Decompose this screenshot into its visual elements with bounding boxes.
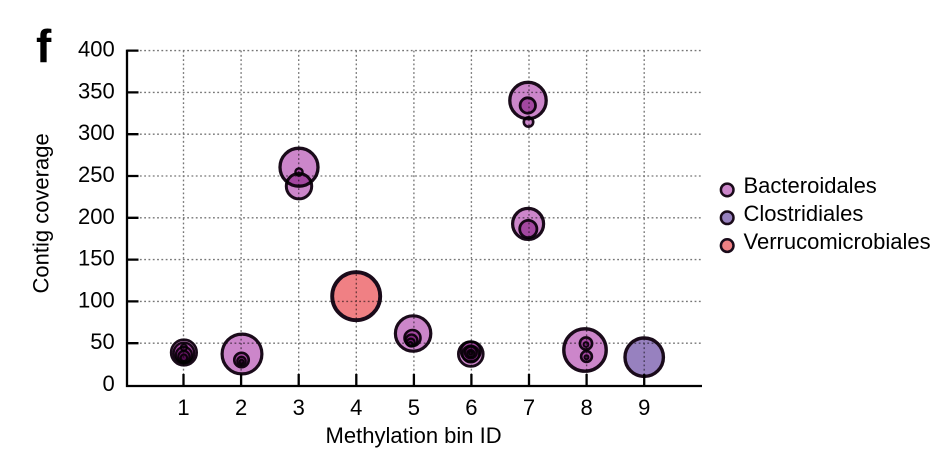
svg-text:400: 400 (78, 37, 115, 62)
svg-text:Verrucomicrobiales: Verrucomicrobiales (744, 229, 931, 254)
svg-text:4: 4 (350, 395, 362, 420)
svg-text:Bacteroidales: Bacteroidales (744, 173, 877, 198)
svg-text:7: 7 (523, 395, 535, 420)
svg-text:9: 9 (638, 395, 650, 420)
svg-text:200: 200 (78, 204, 115, 229)
svg-text:350: 350 (78, 78, 115, 103)
svg-text:f: f (36, 20, 52, 72)
svg-text:50: 50 (90, 329, 114, 354)
svg-text:1: 1 (177, 395, 189, 420)
svg-text:2: 2 (235, 395, 247, 420)
svg-text:300: 300 (78, 120, 115, 145)
svg-text:0: 0 (102, 371, 114, 396)
svg-text:Clostridiales: Clostridiales (744, 201, 864, 226)
svg-text:6: 6 (465, 395, 477, 420)
svg-text:Methylation bin ID: Methylation bin ID (326, 423, 502, 448)
svg-text:8: 8 (580, 395, 592, 420)
svg-text:250: 250 (78, 162, 115, 187)
svg-text:5: 5 (408, 395, 420, 420)
svg-text:3: 3 (293, 395, 305, 420)
svg-text:100: 100 (78, 287, 115, 312)
svg-text:Contig coverage: Contig coverage (29, 133, 54, 293)
svg-text:150: 150 (78, 246, 115, 271)
